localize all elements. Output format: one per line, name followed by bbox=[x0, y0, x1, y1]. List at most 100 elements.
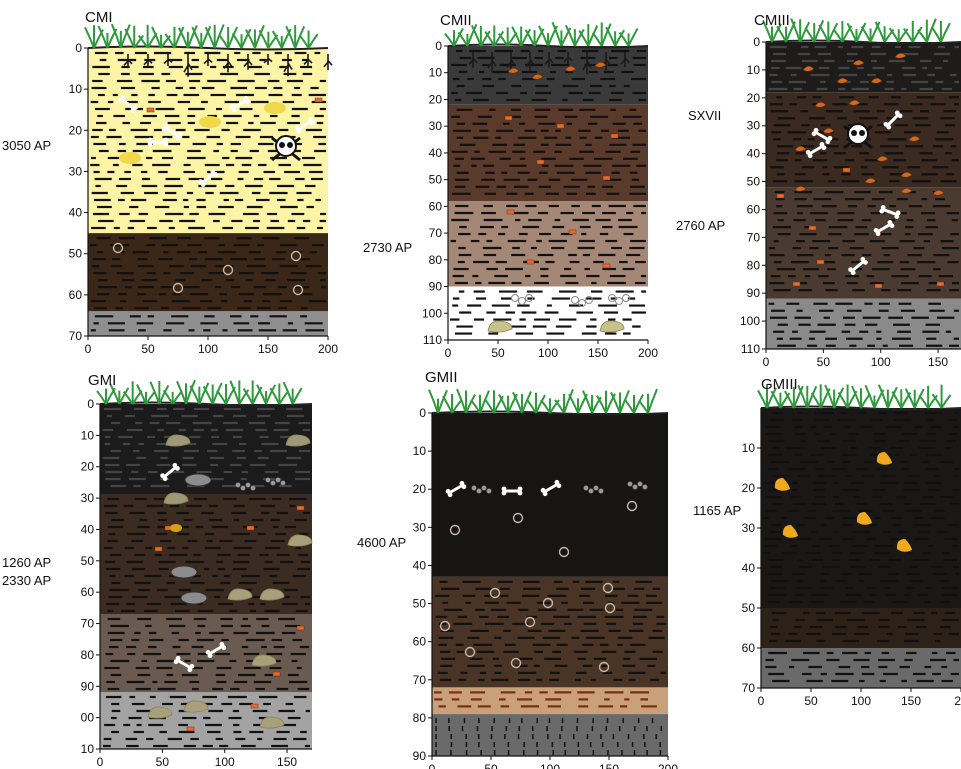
ceramic-sherd-icon bbox=[507, 67, 520, 74]
y-tick-label: 0 bbox=[87, 397, 94, 411]
y-tick-label: 10 bbox=[742, 441, 756, 455]
ceramic-fragment-icon bbox=[506, 209, 515, 215]
y-tick-label: 90 bbox=[429, 280, 443, 294]
x-tick-label: 0 bbox=[97, 755, 104, 769]
root-icon bbox=[243, 54, 253, 70]
y-tick-label: 50 bbox=[69, 247, 83, 261]
grass-blade bbox=[280, 28, 292, 49]
pebble-icon bbox=[578, 299, 586, 307]
pumice-clast-icon bbox=[183, 700, 209, 713]
root-icon bbox=[506, 52, 516, 72]
y-tick-label: 30 bbox=[81, 491, 95, 505]
grass-blade bbox=[282, 381, 294, 405]
bone-icon bbox=[879, 204, 901, 220]
pebble-icon bbox=[525, 294, 533, 302]
ground-line bbox=[765, 39, 961, 45]
lithic-marker-icon bbox=[782, 525, 798, 538]
bone-icon bbox=[229, 95, 251, 113]
grass-blade bbox=[258, 29, 270, 49]
ceramic-sherd-icon bbox=[794, 185, 807, 192]
ceramic-sherd-icon bbox=[822, 127, 835, 134]
x-tick-label: 150 bbox=[258, 342, 278, 356]
grass-blade bbox=[520, 28, 532, 47]
grass-blade bbox=[560, 27, 572, 47]
grass-blade bbox=[521, 390, 532, 414]
y-tick-label: 10 bbox=[81, 742, 95, 756]
grass-blade bbox=[647, 388, 658, 414]
grass-blade bbox=[797, 384, 809, 409]
grass-blade bbox=[185, 379, 196, 405]
grass-blade bbox=[451, 400, 462, 414]
grass-blade bbox=[813, 19, 825, 43]
pumice-clast-icon bbox=[165, 434, 191, 447]
ceramic-sherd-icon bbox=[531, 73, 544, 80]
bone-icon bbox=[873, 219, 895, 237]
grass-blade bbox=[605, 26, 617, 47]
bone-icon bbox=[173, 655, 195, 673]
grass-blade bbox=[911, 26, 923, 43]
y-tick-label: 30 bbox=[742, 521, 756, 535]
pebble-icon bbox=[598, 488, 604, 494]
ceramic-sherd-icon bbox=[876, 155, 889, 162]
grass-blade bbox=[479, 390, 490, 414]
x-tick-label: 50 bbox=[141, 342, 155, 356]
grass-blade bbox=[605, 393, 616, 414]
ceramic-fragment-icon bbox=[792, 281, 801, 287]
soil-layer bbox=[448, 46, 648, 105]
grass-blade bbox=[568, 393, 579, 414]
grass-blade bbox=[245, 29, 256, 49]
y-tick-label: 60 bbox=[81, 585, 95, 599]
bone-icon bbox=[883, 110, 903, 130]
grass-blade bbox=[186, 25, 198, 49]
grass-blade bbox=[428, 389, 439, 414]
radiocarbon-date: 1260 AP bbox=[2, 555, 51, 570]
grass-blade bbox=[918, 394, 929, 409]
sediment-lens bbox=[264, 102, 286, 114]
grass-blade bbox=[779, 392, 791, 409]
grass-blade bbox=[177, 27, 189, 49]
grass-blade bbox=[198, 382, 210, 405]
sediment-lens bbox=[199, 116, 221, 128]
root-icon bbox=[143, 54, 153, 68]
ceramic-fragment-icon bbox=[610, 133, 619, 139]
grass-blade bbox=[792, 385, 804, 409]
grass-blade bbox=[265, 384, 276, 405]
soil-layer bbox=[761, 408, 961, 608]
ceramic-fragment-icon bbox=[296, 625, 305, 631]
y-tick-label: 50 bbox=[747, 175, 761, 189]
grass-blade bbox=[269, 387, 281, 405]
x-tick-label: 150 bbox=[588, 346, 608, 360]
pebble-icon bbox=[518, 297, 526, 305]
y-tick-label: 0 bbox=[435, 39, 442, 53]
pebble-icon bbox=[471, 485, 477, 491]
root-icon bbox=[582, 52, 592, 75]
grass-blade bbox=[818, 24, 830, 43]
grass-blade bbox=[614, 29, 625, 47]
pebble-icon bbox=[622, 294, 630, 302]
profile-title: CMI bbox=[85, 9, 113, 26]
radiocarbon-date: 2730 AP bbox=[363, 240, 412, 255]
y-tick-label: 80 bbox=[81, 648, 95, 662]
radiocarbon-date: 4600 AP bbox=[357, 535, 406, 550]
shell-icon bbox=[598, 661, 610, 673]
grass-blade bbox=[493, 395, 504, 414]
grass-blade bbox=[591, 396, 602, 414]
pumice-clast-icon bbox=[487, 320, 513, 333]
grass-blade bbox=[191, 26, 203, 49]
grass-blade bbox=[578, 30, 590, 47]
y-tick-label: 20 bbox=[742, 481, 756, 495]
pebble-icon bbox=[476, 488, 482, 494]
pebble-icon bbox=[627, 481, 633, 487]
bone-icon bbox=[445, 480, 467, 498]
x-tick-label: 0 bbox=[429, 762, 436, 769]
rock-icon bbox=[184, 473, 212, 487]
grass-blade bbox=[771, 23, 782, 43]
grass-blade bbox=[470, 25, 482, 47]
x-tick-label: 150 bbox=[599, 762, 619, 769]
ceramic-fragment-icon bbox=[874, 283, 883, 289]
pebble-icon bbox=[583, 485, 589, 491]
root-icon bbox=[183, 54, 193, 77]
grass-blade bbox=[900, 391, 912, 409]
grass-blade bbox=[883, 28, 895, 43]
